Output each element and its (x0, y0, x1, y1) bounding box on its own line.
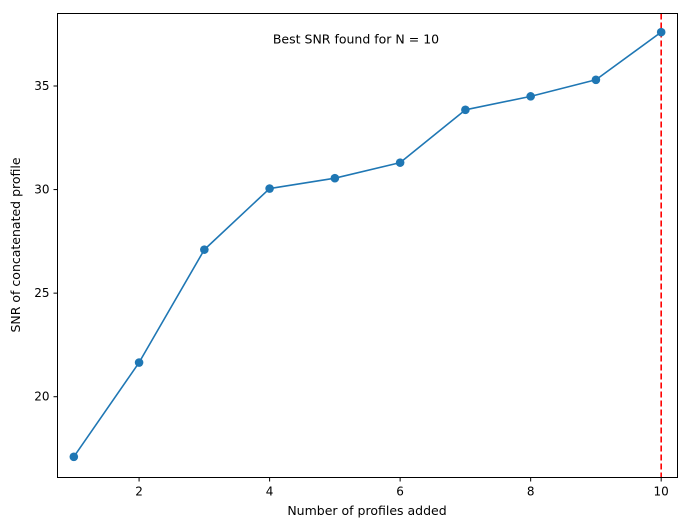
x-axis-label: Number of profiles added (287, 503, 446, 518)
x-tick-label: 6 (396, 485, 404, 499)
y-tick-label: 25 (34, 286, 49, 300)
data-point (395, 158, 405, 167)
y-tick-label: 30 (34, 183, 49, 197)
series-line (73, 31, 662, 458)
data-point (69, 452, 79, 462)
y-axis-ticks: 20 25 30 35 (34, 79, 58, 404)
x-tick-label: 2 (135, 485, 143, 499)
best-snr-annotation: Best SNR found for N = 10 (273, 31, 439, 46)
data-point (526, 92, 535, 101)
data-point (265, 184, 274, 193)
data-point (200, 245, 209, 254)
data-point (461, 105, 470, 115)
y-tick-label: 20 (34, 390, 49, 404)
x-tick-label: 8 (527, 485, 535, 499)
plot-area (69, 13, 666, 478)
x-axis-ticks: 2 4 6 8 10 (135, 477, 669, 499)
data-point (591, 75, 601, 85)
y-tick-label: 35 (34, 79, 49, 93)
y-axis-label: SNR of concatenated profile (8, 157, 23, 332)
data-point (330, 173, 340, 183)
data-point (656, 27, 666, 37)
x-tick-label: 4 (266, 485, 274, 499)
data-point (134, 358, 144, 367)
x-tick-label: 10 (654, 485, 669, 499)
axes-frame (57, 13, 678, 478)
